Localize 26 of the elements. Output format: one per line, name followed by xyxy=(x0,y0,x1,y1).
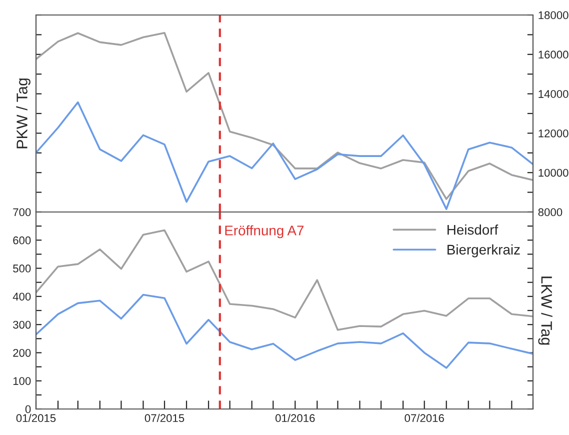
y-tick-label: 12000 xyxy=(538,129,568,138)
x-tick-label: 01/2015 xyxy=(16,414,56,422)
y-tick-label: 200 xyxy=(13,348,31,357)
y-tick-label: 400 xyxy=(12,292,31,301)
y-tick-label: 600 xyxy=(13,236,31,244)
y-axis-title: PKW / Tag xyxy=(16,78,30,148)
y-tick-label: 8000 xyxy=(538,208,562,216)
line-series xyxy=(36,32,533,200)
line-series xyxy=(36,101,533,210)
legend-label: Heisdorf xyxy=(448,224,498,235)
y-tick-label: 14000 xyxy=(538,90,568,98)
x-tick-label: 07/2015 xyxy=(144,414,184,422)
ref-line-label: Eröffnung A7 xyxy=(225,225,304,238)
y-tick-label: 16000 xyxy=(538,50,568,59)
x-tick-label: 01/2016 xyxy=(276,414,315,422)
line-series xyxy=(36,294,533,369)
y-tick-label: 300 xyxy=(13,320,31,329)
legend-label: Biergerkraiz xyxy=(448,244,520,258)
y-tick-label: 10000 xyxy=(538,168,568,177)
y-axis-title: LKW / Tag xyxy=(538,276,552,345)
y-tick-label: 18000 xyxy=(538,11,568,20)
y-tick-label: 100 xyxy=(13,377,31,385)
y-tick-label: 500 xyxy=(13,264,31,272)
x-tick-label: 07/2016 xyxy=(404,414,444,422)
y-tick-label: 0 xyxy=(25,405,31,414)
y-tick-label: 700 xyxy=(13,208,31,216)
